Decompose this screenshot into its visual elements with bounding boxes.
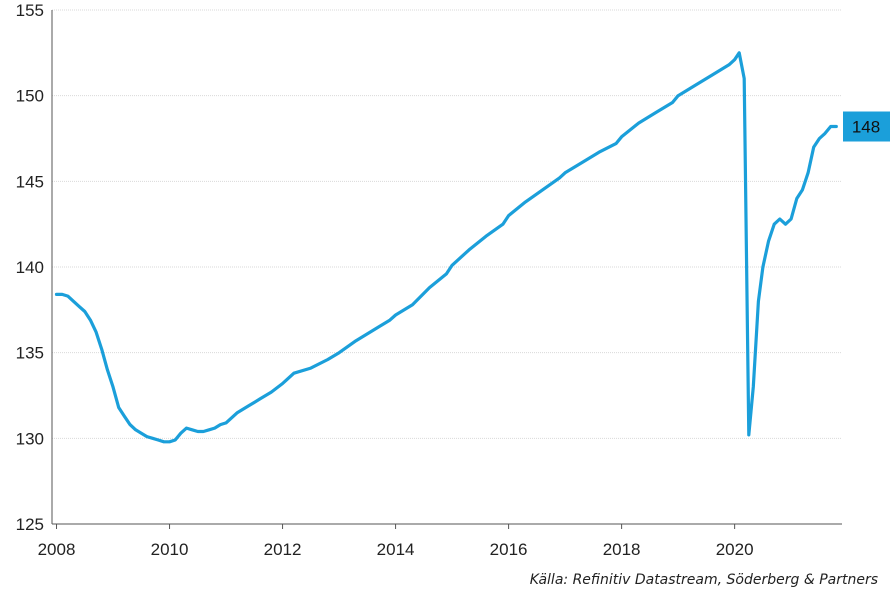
source-note: Källa: Refinitiv Datastream, Söderberg &… <box>529 572 878 588</box>
y-tick-labels: 125 130 135 140 145 150 155 <box>16 1 44 534</box>
x-tick-2016: 2016 <box>490 540 528 559</box>
x-tick-2010: 2010 <box>151 540 189 559</box>
series-line-0 <box>54 51 838 444</box>
y-tick-150: 150 <box>16 87 44 106</box>
x-tick-2020: 2020 <box>716 540 754 559</box>
x-tick-2012: 2012 <box>264 540 302 559</box>
series <box>54 51 838 444</box>
x-tick-2014: 2014 <box>377 540 415 559</box>
y-tick-155: 155 <box>16 1 44 20</box>
x-tick-2008: 2008 <box>38 540 76 559</box>
axes <box>51 10 842 529</box>
y-tick-135: 135 <box>16 344 44 363</box>
gridlines <box>52 9 842 439</box>
x-tick-labels: 2008 2010 2012 2014 2016 2018 2020 <box>38 540 754 559</box>
end-value-label: 148 <box>843 111 890 142</box>
x-tick-2018: 2018 <box>603 540 641 559</box>
y-tick-130: 130 <box>16 429 44 448</box>
end-label-text: 148 <box>852 118 880 137</box>
y-tick-145: 145 <box>16 172 44 191</box>
y-tick-140: 140 <box>16 258 44 277</box>
y-tick-125: 125 <box>16 515 44 534</box>
end-label-box <box>843 111 890 142</box>
